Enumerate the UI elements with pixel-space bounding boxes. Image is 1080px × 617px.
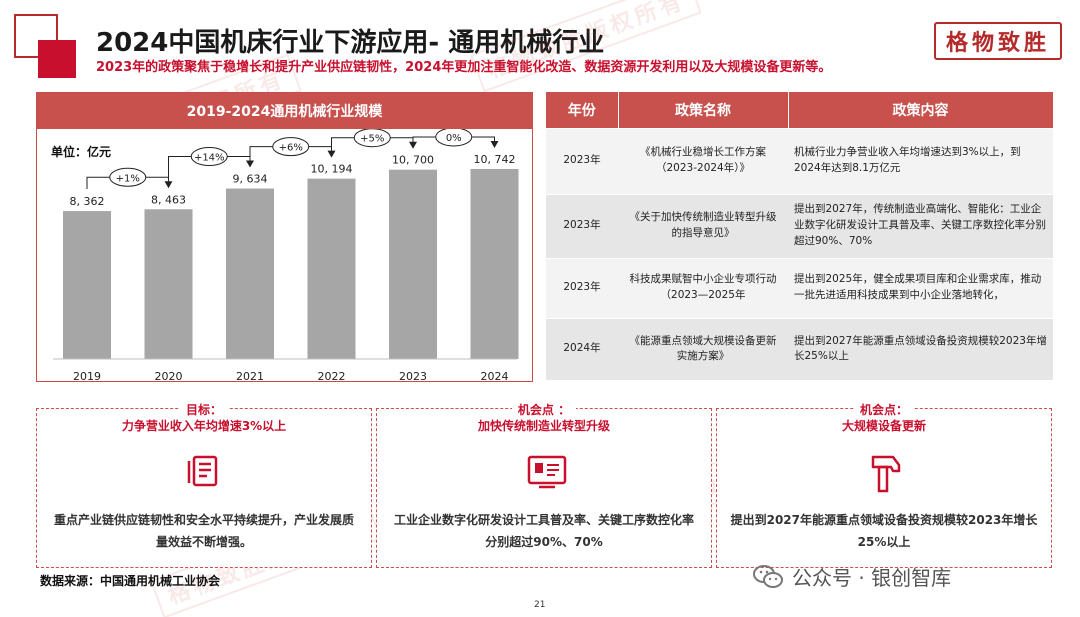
card-title-line1: 机会点 ：: [511, 402, 577, 418]
card-goal: 重点产业链供应链韧性和安全水平持续提升，产业发展质量效益不断增强。: [36, 408, 372, 568]
card-title-line1: 目标：: [179, 402, 228, 418]
policy-table: 年份 政策名称 政策内容 2023年 《机械行业稳增长工作方案（2023-202…: [546, 92, 1054, 380]
card-opportunity-equipment-title: 机会点： 大规模设备更新: [716, 402, 1052, 434]
unit-label: 单位：亿元: [51, 145, 112, 159]
cell-year: 2023年: [546, 127, 618, 194]
card-title-line2: 加快传统制造业转型升级: [471, 418, 616, 434]
bar-value-label: 10, 700: [392, 154, 434, 167]
bar-value-label: 8, 362: [70, 195, 105, 208]
x-tick-label: 2020: [155, 370, 183, 383]
hammer-icon: [871, 455, 901, 493]
cell-policy-content: 提出到2027年能源重点领域设备投资规模较2023年增长25%以上: [788, 317, 1053, 380]
x-tick-label: 2023: [399, 370, 427, 383]
growth-connector: +5%: [331, 129, 417, 157]
bar-2020: [144, 209, 193, 359]
col-header-policy-content: 政策内容: [788, 92, 1054, 128]
growth-connector: 0%: [412, 129, 499, 148]
bar-value-label: 10, 194: [311, 163, 353, 176]
x-tick-label: 2019: [73, 370, 101, 383]
card-text: 重点产业链供应链韧性和安全水平持续提升，产业发展质量效益不断增强。: [53, 513, 354, 549]
chart-title: 2019-2024通用机械行业规模: [37, 93, 532, 129]
cell-year: 2023年: [546, 257, 618, 318]
page-title: 2024中国机床行业下游应用- 通用机械行业: [96, 28, 605, 58]
data-source-note: 数据来源：中国通用机械工业协会: [40, 574, 221, 588]
card-opportunity-upgrade: 工业企业数字化研发设计工具普及率、关键工序数控化率分别超过90%、70%: [376, 408, 712, 568]
bar-value-label: 9, 634: [233, 173, 268, 186]
growth-label: +1%: [116, 173, 140, 184]
card-opportunity-upgrade-title: 机会点 ： 加快传统制造业转型升级: [376, 402, 712, 434]
table-row: 2023年 《关于加快传统制造业转型升级的指导意见》 提出到2027年，传统制造…: [546, 193, 1053, 258]
wechat-account-name: 公众号 · 银创智库: [792, 566, 952, 590]
x-tick-label: 2024: [481, 370, 509, 383]
policy-table-header: 年份 政策名称 政策内容: [546, 92, 1054, 128]
cell-policy-name: 《机械行业稳增长工作方案（2023-2024年）》: [618, 127, 788, 194]
card-title-line1: 机会点：: [853, 402, 914, 418]
cell-year: 2024年: [546, 317, 618, 380]
growth-connector: +1%: [86, 167, 173, 190]
table-row: 2023年 《机械行业稳增长工作方案（2023-2024年）》 机械行业力争营业…: [546, 127, 1053, 194]
x-tick-label: 2022: [318, 370, 346, 383]
cell-policy-name: 《能源重点领域大规模设备更新实施方案》: [618, 317, 788, 380]
cell-policy-content: 提出到2027年，传统制造业高端化、智能化：工业企业数字化研发设计工具普及率、关…: [788, 193, 1053, 258]
bar-chart: 8, 362 2019 8, 463 2020 9, 634 2021 10, 194 202…: [53, 129, 519, 383]
cell-policy-name: 《关于加快传统制造业转型升级的指导意见》: [618, 193, 788, 258]
cell-policy-name: 科技成果赋智中小企业专项行动（2023—2025年: [618, 257, 788, 318]
card-text: 工业企业数字化研发设计工具普及率、关键工序数控化率分别超过90%、70%: [393, 513, 694, 549]
wechat-icon: [753, 564, 783, 588]
cell-year: 2023年: [546, 193, 618, 258]
card-opportunity-equipment: 提出到2027年能源重点领域设备投资规模较2023年增长25%以上: [716, 408, 1052, 568]
page-number: 21: [534, 600, 546, 610]
col-header-year: 年份: [546, 92, 619, 128]
bar-2023: [389, 169, 437, 359]
bar-value-label: 10, 742: [474, 153, 516, 166]
card-title-line2: 大规模设备更新: [835, 418, 932, 434]
table-row: 2023年 科技成果赋智中小企业专项行动（2023—2025年 提出到2025年…: [546, 257, 1053, 318]
card-goal-title: 目标： 力争营业收入年均增速3%以上: [36, 402, 372, 434]
growth-label: 0%: [446, 133, 462, 144]
col-header-policy-name: 政策名称: [618, 92, 789, 128]
card-title-line2: 力争营业收入年均增速3%以上: [115, 418, 293, 434]
wechat-account-tag: 公众号 · 银创智库: [752, 562, 951, 591]
card-text: 提出到2027年能源重点领域设备投资规模较2023年增长25%以上: [730, 513, 1038, 549]
bar-2022: [307, 178, 356, 359]
chart-panel: 2019-2024通用机械行业规模 单位：亿元 8, 362 2019 8, 463…: [36, 92, 533, 383]
bar-2024: [470, 168, 519, 359]
growth-label: +6%: [279, 143, 303, 154]
corner-outline-square: [14, 14, 58, 58]
bar-value-label: 8, 463: [151, 193, 186, 206]
certificate-icon: [527, 455, 567, 489]
growth-label: +5%: [360, 134, 384, 145]
corner-red-square: [38, 40, 76, 78]
page-subtitle: 2023年的政策聚焦于稳增长和提升产业供应链韧性，2024年更加注重智能化改造、…: [96, 60, 832, 75]
bar-2019: [63, 211, 111, 359]
table-row: 2024年 《能源重点领域大规模设备更新实施方案》 提出到2027年能源重点领域…: [546, 317, 1053, 380]
bar-2021: [226, 188, 274, 359]
brand-logo-text: 格物致胜: [945, 30, 1050, 56]
document-list-icon: [187, 455, 218, 487]
x-tick-label: 2021: [236, 370, 264, 383]
growth-label: +14%: [194, 153, 225, 164]
brand-logo: 格物致胜: [934, 22, 1062, 60]
cell-policy-content: 提出到2025年，健全成果项目库和企业需求库，推动一批先进适用科技成果到中小企业…: [788, 257, 1053, 318]
cell-policy-content: 机械行业力争营业收入年均增速达到3%以上，到2024年达到8.1万亿元: [788, 127, 1053, 194]
